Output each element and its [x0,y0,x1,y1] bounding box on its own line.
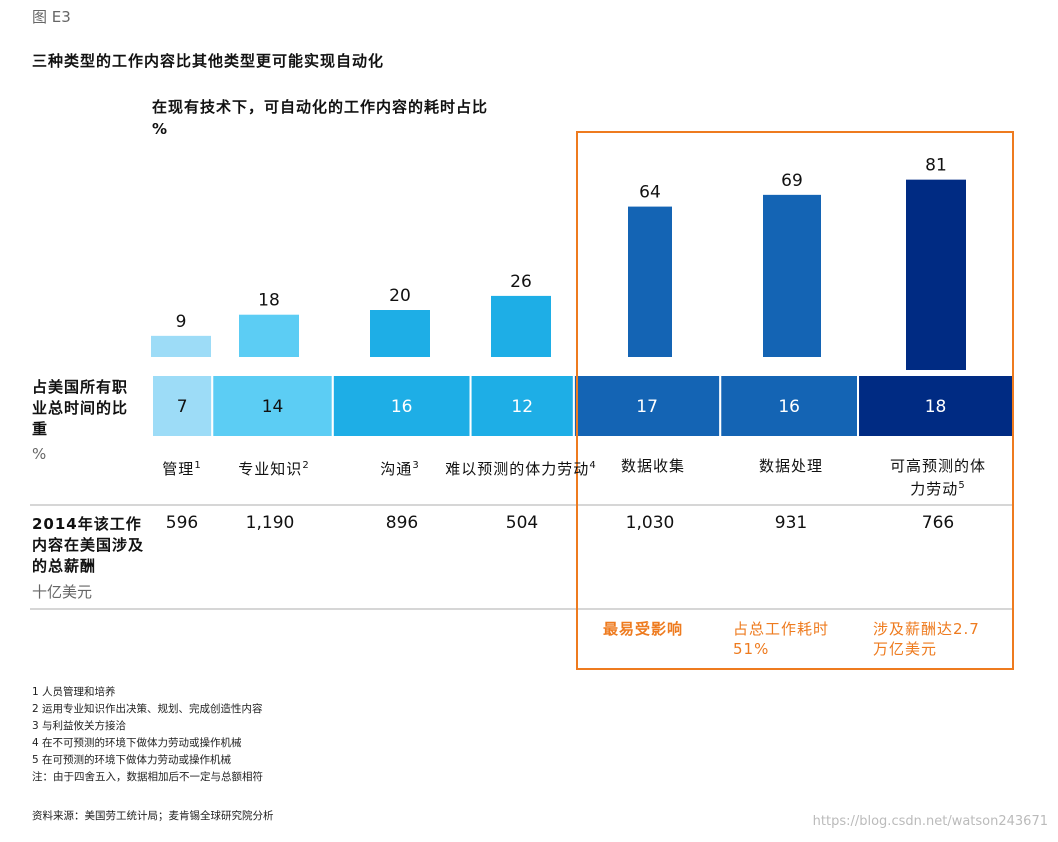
time-share-segment-7 [857,374,1015,438]
watermark: https://blog.csdn.net/watson243671 [812,814,1048,829]
time-share-label: 占美国所有职业总时间的比重 [32,378,129,438]
wage-value-2: 1,190 [245,513,295,533]
category-label-2: 专业知识2 [238,460,310,478]
source-line: 资料来源：美国劳工统计局；麦肯锡全球研究院分析 [32,810,274,822]
category-label-3: 沟通3 [380,460,420,478]
time-share-value-3: 16 [391,397,413,417]
time-share-segment-4 [469,374,575,438]
figure-label: 图 E3 [32,8,71,26]
bar-value-label-1: 9 [176,312,187,332]
bar-value-label-4: 26 [510,272,532,292]
category-label-6: 数据处理 [758,457,823,475]
highlight-note-1: 最易受影响 [603,620,684,638]
time-share-value-7: 18 [925,397,947,417]
bar-4 [491,295,551,357]
wage-value-7: 766 [921,513,955,533]
bar-value-label-3: 20 [389,286,411,306]
bar-1 [151,335,211,357]
time-share-value-4: 12 [511,397,533,417]
bar-value-label-5: 64 [639,183,661,203]
bar-3 [370,310,430,357]
wage-value-3: 896 [385,513,419,533]
footnote-2: 2 运用专业知识作出决策、规划、完成创造性内容 [32,703,263,715]
category-label-7: 可高预测的体力劳动5 [890,457,987,498]
time-share-value-1: 7 [177,397,188,417]
wages-unit: 十亿美元 [32,583,93,601]
bar-value-label-7: 81 [925,156,947,176]
time-share-segment-3 [331,374,472,438]
time-share-value-5: 17 [636,397,658,417]
time-share-segment-1 [151,374,214,438]
wages-label: 2014年该工作内容在美国涉及的总薪酬 [32,515,145,575]
footnote-note: 注：由于四舍五入，数据相加后不一定与总额相符 [32,771,263,783]
chart-subtitle: 在现有技术下，可自动化的工作内容的耗时占比 [152,98,489,116]
wage-value-1: 596 [165,513,199,533]
highlight-box [576,131,1014,670]
chart-title: 三种类型的工作内容比其他类型更可能实现自动化 [32,52,385,70]
category-label-4: 难以预测的体力劳动4 [445,460,597,478]
bar-2 [239,314,299,357]
wage-value-6: 931 [774,513,808,533]
footnote-4: 4 在不可预测的环境下做体力劳动或操作机械 [32,737,242,749]
bar-5 [628,206,672,357]
time-share-value-6: 16 [778,397,800,417]
category-label-5: 数据收集 [620,457,685,475]
chart-ylabel: % [152,120,168,138]
footnote-5: 5 在可预测的环境下做体力劳动或操作机械 [32,754,232,766]
highlight-note-3: 涉及薪酬达2.7万亿美元 [873,620,980,658]
wage-value-4: 504 [505,513,539,533]
bar-value-label-6: 69 [781,171,803,191]
bar-value-label-2: 18 [258,291,280,311]
time-share-value-2: 14 [262,397,284,417]
footnote-3: 3 与利益攸关方接洽 [32,720,127,732]
wage-value-5: 1,030 [625,513,675,533]
bar-7 [906,179,966,370]
category-label-1: 管理1 [162,460,202,478]
bar-6 [763,194,821,357]
highlight-note-2: 占总工作耗时51% [733,620,830,658]
footnote-1: 1 人员管理和培养 [32,686,116,698]
time-share-segment-5 [572,374,722,438]
time-share-unit: % [32,445,47,463]
